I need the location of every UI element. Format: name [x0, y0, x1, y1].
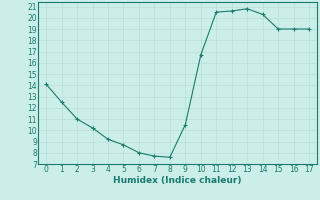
X-axis label: Humidex (Indice chaleur): Humidex (Indice chaleur)	[113, 176, 242, 185]
